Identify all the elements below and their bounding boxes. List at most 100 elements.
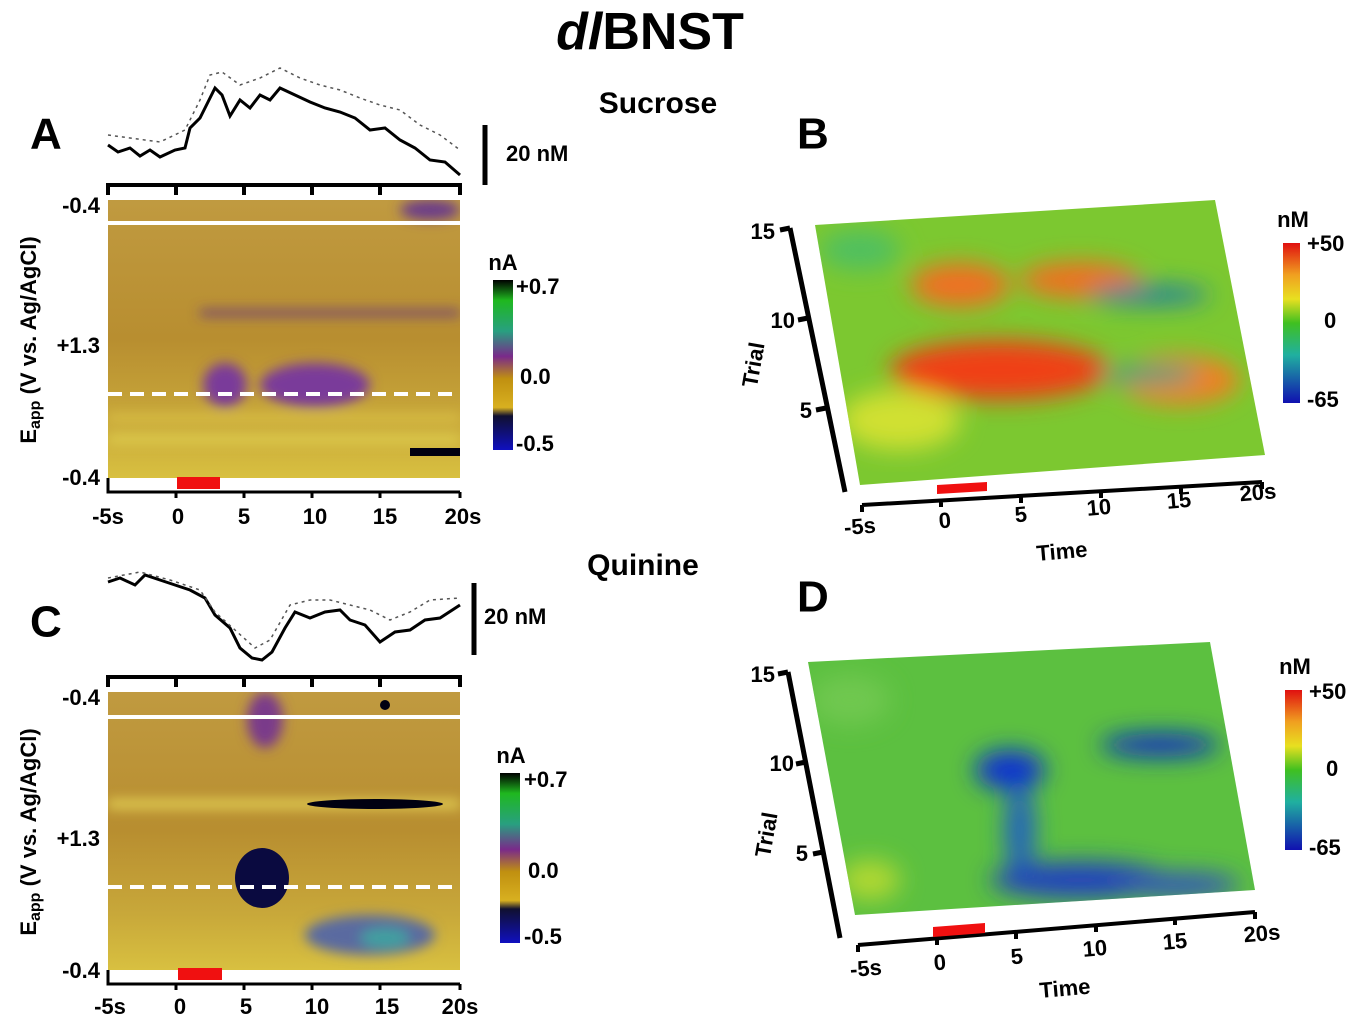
heatmap <box>108 200 460 478</box>
colorbar <box>1283 243 1300 403</box>
trace <box>107 85 461 177</box>
colorbar-tick: 0.0 <box>520 364 551 389</box>
y-tick-label: -0.4 <box>62 685 101 710</box>
y-tick-label: +1.3 <box>57 333 100 358</box>
panel-letter: D <box>797 573 829 622</box>
x-tick-label: 0 <box>172 504 184 529</box>
x-tick-label: 5 <box>238 504 250 529</box>
colorbar-tick: 0 <box>1326 756 1338 781</box>
y-label-e: E <box>16 921 41 936</box>
y-axis-label: Eapp (V vs. Ag/AgCl) <box>16 236 44 443</box>
y-label-unit: (V vs. Ag/AgCl) <box>16 728 41 892</box>
surface-features <box>820 230 1240 450</box>
y-label-e: E <box>16 429 41 444</box>
colorbar-tick: -65 <box>1307 387 1339 412</box>
colorbar-tick: -65 <box>1309 835 1341 860</box>
y-tick-label: +1.3 <box>57 826 100 851</box>
heatmap-features <box>108 692 460 955</box>
x-tick-label: 5 <box>1010 943 1024 969</box>
heatmap-features <box>108 200 460 456</box>
stimulus-bar <box>933 923 985 937</box>
y-axis-label: Trial <box>750 810 782 859</box>
trace-error <box>107 67 461 151</box>
top-axis <box>106 183 462 195</box>
y-axis <box>777 669 843 939</box>
colorbar-tick: +50 <box>1307 231 1344 256</box>
y-label-unit: (V vs. Ag/AgCl) <box>16 236 41 400</box>
x-tick-label: 15 <box>375 994 399 1019</box>
x-tick-label: -5s <box>849 954 883 982</box>
trace <box>107 573 461 662</box>
scale-bar-label: 20 nM <box>484 604 546 629</box>
colorbar <box>500 773 520 943</box>
colorbar-tick: +0.7 <box>516 274 559 299</box>
svg-text:dlBNST: dlBNST <box>556 3 744 61</box>
x-axis-label: Time <box>1038 974 1091 1003</box>
x-tick-label: -5s <box>843 512 877 540</box>
x-tick-label: 5 <box>1014 501 1028 527</box>
stimulus: Quinine <box>587 549 699 582</box>
x-tick-label: 5 <box>240 994 252 1019</box>
panel-a: A Sucrose 20 nM -0.4 +1.3 -0.4 -5s 0 5 1… <box>16 67 717 529</box>
colorbar-unit: nM <box>1279 654 1311 679</box>
x-tick-labels: -5s 0 5 10 15 20s <box>843 478 1277 540</box>
y-label-sub: app <box>27 892 44 921</box>
title-main: BNST <box>602 3 744 61</box>
colorbar <box>1285 690 1302 850</box>
x-axis <box>106 478 462 498</box>
stimulus: Sucrose <box>599 87 717 120</box>
x-tick-label: 0 <box>938 507 952 533</box>
colorbar-tick: +50 <box>1309 679 1346 704</box>
y-axis <box>779 225 848 493</box>
panel-d: D 15 10 5 Trial -5s 0 5 10 15 20s Time n… <box>750 573 1346 1003</box>
colorbar-unit: nM <box>1277 207 1309 232</box>
scale-bar-label: 20 nM <box>506 141 568 166</box>
y-tick-label: 15 <box>751 662 775 687</box>
colorbar-tick: 0 <box>1324 308 1336 333</box>
y-tick-label: 15 <box>751 219 775 244</box>
y-axis-label: Trial <box>737 340 769 389</box>
title: dlBNST <box>556 3 744 61</box>
surface-features <box>810 675 1240 900</box>
x-tick-label: 0 <box>174 994 186 1019</box>
colorbar-tick: -0.5 <box>524 924 562 949</box>
y-label-sub: app <box>27 400 44 429</box>
y-tick-label: 10 <box>770 751 794 776</box>
x-tick-label: 15 <box>1166 487 1193 514</box>
y-tick-label: -0.4 <box>62 465 101 490</box>
x-axis <box>860 480 1264 512</box>
x-tick-labels: -5s 0 5 10 15 20s <box>849 919 1281 982</box>
x-tick-label: 0 <box>933 949 947 975</box>
x-tick-label: 10 <box>305 994 329 1019</box>
y-tick-label: 10 <box>771 308 795 333</box>
colorbar-unit: nA <box>488 250 517 275</box>
x-tick-label: -5s <box>92 504 124 529</box>
stimulus-bar <box>177 477 220 489</box>
x-tick-label: 20s <box>1238 478 1277 506</box>
colorbar-tick: -0.5 <box>516 431 554 456</box>
x-tick-label: 15 <box>373 504 397 529</box>
panel-b: B 15 10 5 Trial -5s 0 5 10 15 20s Time n… <box>737 110 1344 566</box>
colorbar-tick: 0.0 <box>528 858 559 883</box>
panel-letter: B <box>797 110 829 159</box>
x-tick-label: 20s <box>1242 919 1281 947</box>
x-tick-label: 15 <box>1162 928 1189 955</box>
title-italic: dl <box>556 3 604 61</box>
x-axis <box>856 910 1257 952</box>
stimulus-bar <box>937 482 987 494</box>
x-axis-label: Time <box>1035 537 1088 566</box>
x-tick-label: 10 <box>1082 935 1109 962</box>
x-tick-label: -5s <box>94 994 126 1019</box>
panel-letter: C <box>30 598 62 647</box>
trace-error <box>107 571 461 649</box>
colorbar-unit: nA <box>496 743 525 768</box>
x-tick-label: 20s <box>442 994 479 1019</box>
top-axis <box>106 675 462 687</box>
panel-c: C Quinine 20 nM -0.4 +1.3 -0.4 -5s 0 5 1… <box>16 549 699 1019</box>
y-tick-label: 5 <box>800 398 812 423</box>
panel-letter: A <box>30 110 62 159</box>
colorbar <box>493 280 513 450</box>
x-axis <box>106 970 462 990</box>
colorbar-tick: +0.7 <box>524 767 567 792</box>
